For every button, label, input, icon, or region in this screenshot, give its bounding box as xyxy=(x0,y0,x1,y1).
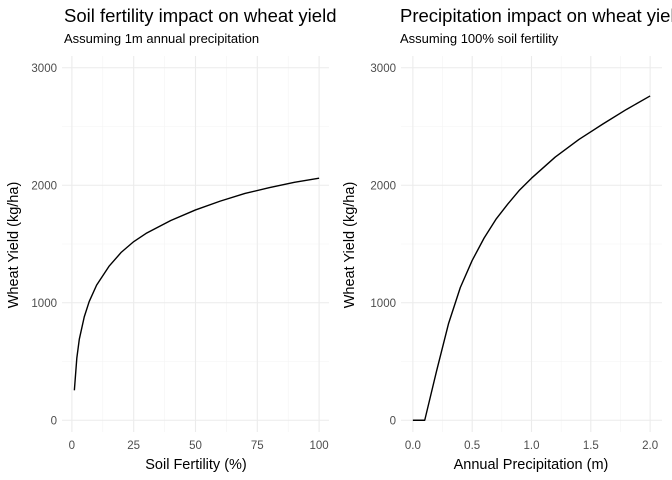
y-axis-title: Wheat Yield (kg/ha) xyxy=(6,182,22,309)
x-tick-label: 0 xyxy=(69,440,75,452)
y-tick-label: 2000 xyxy=(370,180,396,192)
chart-title: Soil fertility impact on wheat yield xyxy=(64,5,336,26)
y-tick-label: 1000 xyxy=(31,298,57,310)
y-tick-label: 3000 xyxy=(370,63,396,75)
y-tick-label: 0 xyxy=(51,415,57,427)
chart-panel-soil-fertility: Soil fertility impact on wheat yield Ass… xyxy=(6,5,336,473)
x-tick-label: 2.0 xyxy=(642,440,658,452)
y-tick-label: 3000 xyxy=(31,63,57,75)
plot-area: 0.0 0.5 1.0 1.5 2.0 0 1000 2000 3000 xyxy=(370,56,662,452)
x-tick-label: 1.0 xyxy=(524,440,540,452)
y-axis-title: Wheat Yield (kg/ha) xyxy=(342,182,358,309)
chart-title: Precipitation impact on wheat yield xyxy=(400,5,672,26)
y-tick-label: 0 xyxy=(390,415,396,427)
x-tick-label: 0.5 xyxy=(464,440,480,452)
x-tick-label: 0.0 xyxy=(405,440,421,452)
chart-subtitle: Assuming 1m annual precipitation xyxy=(64,31,259,46)
chart-subtitle: Assuming 100% soil fertility xyxy=(400,31,559,46)
x-tick-label: 50 xyxy=(189,440,202,452)
x-tick-label: 25 xyxy=(127,440,140,452)
y-tick-label: 2000 xyxy=(31,180,57,192)
x-axis-title: Soil Fertility (%) xyxy=(145,457,247,473)
chart-panel-precipitation: Precipitation impact on wheat yield Assu… xyxy=(342,5,672,473)
x-tick-label: 1.5 xyxy=(583,440,599,452)
y-tick-label: 1000 xyxy=(370,298,396,310)
x-axis-title: Annual Precipitation (m) xyxy=(454,457,609,473)
series-line xyxy=(412,95,651,421)
series-line xyxy=(73,177,320,391)
x-tick-label: 75 xyxy=(251,440,264,452)
x-tick-label: 100 xyxy=(310,440,329,452)
